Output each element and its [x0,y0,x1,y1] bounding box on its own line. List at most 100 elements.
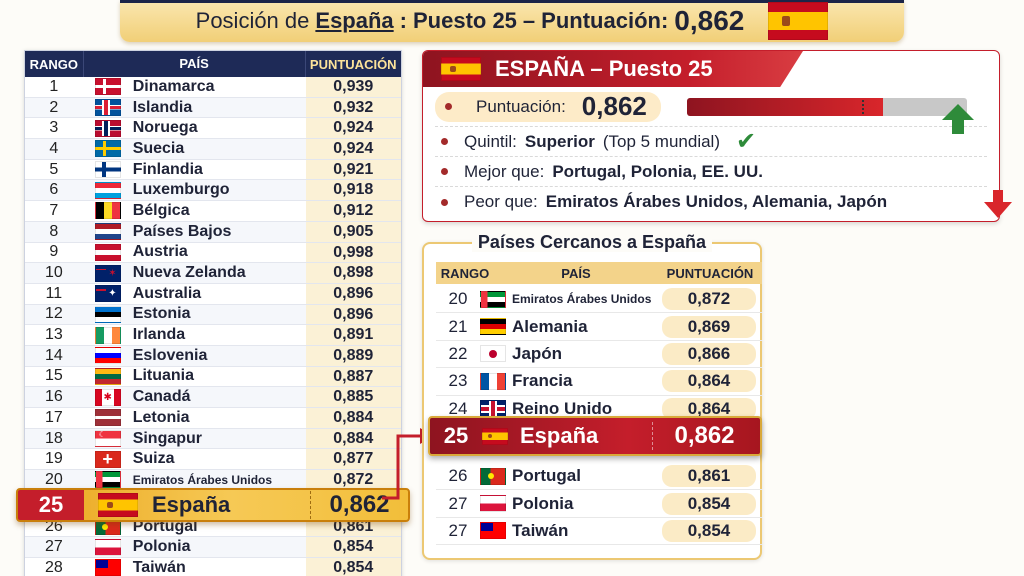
header-rank: RANGO [29,56,79,72]
table-row[interactable]: 13 Irlanda 0,891 [25,325,401,346]
table-row[interactable]: 11 Australia 0,896 [25,283,401,305]
row-score: 0,896 [305,283,401,304]
title-banner: Posición de España: Puesto 25 – Puntuaci… [120,0,904,42]
info-title: ESPAÑA – Puesto 25 [495,56,713,81]
score-pill: Puntuación: 0,862 [435,91,661,122]
nearby-rows: 20 Emiratos Árabes Unidos 0,872 21 Alemania 0… [436,286,762,546]
row-rank: 27 [448,493,468,513]
row-rank: 28 [44,558,63,576]
nearby-header-score: PUNTUACIÓN [666,265,754,281]
row-country: Letonia [132,408,190,426]
row-score: 0,932 [305,97,401,118]
table-row[interactable]: 2 Islandia 0,932 [25,97,401,119]
row-country-cell: Eslovenia [83,347,306,365]
bullet-icon [445,103,452,110]
row-country: Francia [512,371,573,391]
table-row[interactable]: 17 Letonia 0,884 [25,408,401,429]
nearby-spain-row[interactable]: 25 España 0,862 [428,416,762,456]
row-score: 0,939 [305,77,401,97]
row-country-cell: Emiratos Árabes Unidos [480,290,656,308]
table-row[interactable]: 23 Francia 0,864 [436,368,762,396]
table-row[interactable]: 9 Austria 0,998 [25,242,401,264]
spain-country: España [152,492,231,517]
row-rank: 11 [45,284,63,302]
arrow-down-icon [984,190,1012,218]
row-score: 0,869 [662,315,756,338]
spain-score: 0,862 [310,491,408,519]
row-score: 0,912 [305,201,401,221]
row-country-cell: Polonia [83,538,306,556]
table-row[interactable]: 4 Suecia 0,924 [25,139,401,160]
au-flag-icon [94,285,121,303]
row-country-cell: Singapur [83,430,306,448]
is-flag-icon [94,99,121,117]
table-row[interactable]: 12 Estonia 0,896 [25,304,401,326]
se-flag-icon [94,140,121,158]
worse-value: Emiratos Árabes Unidos, Alemania, Japón [545,192,888,211]
row-country-cell: Luxemburgo [83,181,306,199]
row-country: Taiwán [132,558,186,576]
row-rank: 6 [49,181,59,199]
spain-flag-icon [441,57,481,81]
row-country: Polonia [512,493,574,513]
nearby-header-country: PAÍS [561,265,591,281]
row-score: 0,887 [305,366,401,387]
spain-info-card: ESPAÑA – Puesto 25 Puntuación: 0,862 Qui… [422,50,1000,222]
table-row[interactable]: 27 Polonia 0,854 [25,537,401,559]
spain-flag-icon [98,493,138,517]
table-row[interactable]: 14 Eslovenia 0,889 [25,345,401,367]
ch-flag-icon [94,449,121,470]
table-row[interactable]: 7 Bélgica 0,912 [25,201,401,222]
bullet-icon [441,198,448,206]
row-country-cell: Taiwán [83,559,306,576]
row-rank: 4 [49,139,59,157]
score-label: Puntuación: [476,96,566,116]
row-country-cell: Austria [83,243,306,261]
table-row[interactable]: 27 Polonia 0,854 [436,490,762,518]
check-icon: ✔ [736,128,757,155]
nearby-title-text: Países Cercanos a España [471,232,713,252]
table-row[interactable]: 6 Luxemburgo 0,918 [25,180,401,202]
table-row[interactable]: 26 Portugal 0,861 [436,463,762,491]
nl-flag-icon [94,223,121,241]
table-row[interactable]: 1 Dinamarca 0,939 [25,77,401,98]
table-row[interactable]: 27 Taiwán 0,854 [436,518,762,546]
de-flag-icon [480,318,506,336]
table-row[interactable]: 20 Emiratos Árabes Unidos 0,872 [436,286,762,314]
table-row[interactable]: 15 Lituania 0,887 [25,366,401,388]
table-row[interactable]: 10 Nueva Zelanda 0,898 [25,263,401,284]
row-country: Suecia [132,139,185,157]
table-row[interactable]: 3 Noruega 0,924 [25,118,401,140]
row-country: Nueva Zelanda [132,264,246,282]
banner-score: 0,862 [674,5,745,36]
lu-flag-icon [94,181,121,199]
table-row[interactable]: 8 Países Bajos 0,905 [25,221,401,243]
row-rank: 3 [49,119,59,137]
row-rank: 26 [448,466,468,486]
row-country-cell: Emiratos Árabes Unidos [83,471,306,489]
row-score: 0,872 [662,288,756,311]
table-row[interactable]: 24 Reino Unido 0,864 [436,396,762,423]
table-row[interactable]: 22 Japón 0,866 [436,341,762,369]
table-row[interactable]: 28 Taiwán 0,854 [25,558,401,576]
row-score: 0,854 [305,558,401,576]
row-score: 0,884 [305,428,401,449]
info-quintile-line: Quintil: Superior (Top 5 mundial) ✔ [435,127,987,157]
row-country: Alemania [512,316,588,336]
info-better-line: Mejor que: Portugal, Polonia, EE. UU. [435,157,987,187]
table-row[interactable]: 21 Alemania 0,869 [436,313,762,341]
row-score: 0,884 [305,408,401,428]
row-score: 0,918 [305,180,401,201]
row-country-cell: Suecia [83,140,306,158]
ranking-header: RANGO PAÍS PUNTUACIÓN [25,51,401,77]
row-rank: 22 [448,343,468,363]
table-row[interactable]: 18 Singapur 0,884 [25,428,401,450]
table-row[interactable]: 16 Canadá 0,885 [25,387,401,408]
ranking-spain-row[interactable]: 25 España 0,862 [16,488,410,522]
row-country: Finlandia [132,160,203,178]
banner-country: España [315,8,394,33]
nearby-spain-rank: 25 [443,423,469,448]
table-row[interactable]: 19 Suiza 0,877 [25,449,401,471]
table-row[interactable]: 5 Finlandia 0,921 [25,159,401,181]
nz-flag-icon [94,264,121,282]
